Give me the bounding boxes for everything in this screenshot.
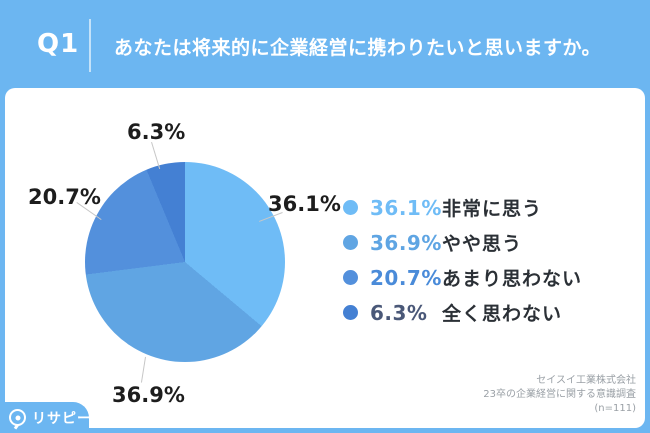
legend-bullet-icon <box>343 305 358 320</box>
pie-label-slice-4: 6.3% <box>127 120 186 144</box>
legend-label: やや思う <box>442 233 523 255</box>
legend-label: あまり思わない <box>442 268 583 290</box>
brand-tab: リサピー <box>0 402 92 433</box>
header-divider <box>89 19 91 72</box>
legend-percent: 6.3% <box>370 300 428 325</box>
legend: 36.1% 非常に思う 36.9% やや思う 20.7% あまり思わない 6.3… <box>343 190 582 330</box>
question-number: Q1 <box>37 29 80 59</box>
risapii-logo-icon <box>9 409 26 426</box>
legend-label: 非常に思う <box>442 198 543 220</box>
pie-label-slice-2: 36.9% <box>112 383 185 407</box>
legend-bullet-icon <box>343 235 358 250</box>
legend-bullet-icon <box>343 270 358 285</box>
legend-item: 6.3% 全く思わない <box>343 295 582 330</box>
source-attribution: セイスイ工業株式会社 23卒の企業経営に関する意識調査 (n=111) <box>483 374 636 416</box>
pie-label-slice-1: 36.1% <box>268 192 341 216</box>
source-company: セイスイ工業株式会社 <box>536 375 636 386</box>
source-sample-size: (n=111) <box>594 403 636 414</box>
pie-chart <box>85 162 285 362</box>
legend-item: 36.1% 非常に思う <box>343 190 582 225</box>
question-title: あなたは将来的に企業経営に携わりたいと思いますか。 <box>114 37 602 59</box>
legend-percent: 36.9% <box>370 230 442 255</box>
legend-percent: 20.7% <box>370 265 442 290</box>
brand-name: リサピー <box>32 410 92 427</box>
legend-item: 20.7% あまり思わない <box>343 260 582 295</box>
legend-percent: 36.1% <box>370 195 442 220</box>
legend-item: 36.9% やや思う <box>343 225 582 260</box>
legend-label: 全く思わない <box>442 303 563 325</box>
legend-bullet-icon <box>343 200 358 215</box>
source-survey: 23卒の企業経営に関する意識調査 <box>483 389 636 400</box>
pie-label-slice-3: 20.7% <box>28 185 101 209</box>
